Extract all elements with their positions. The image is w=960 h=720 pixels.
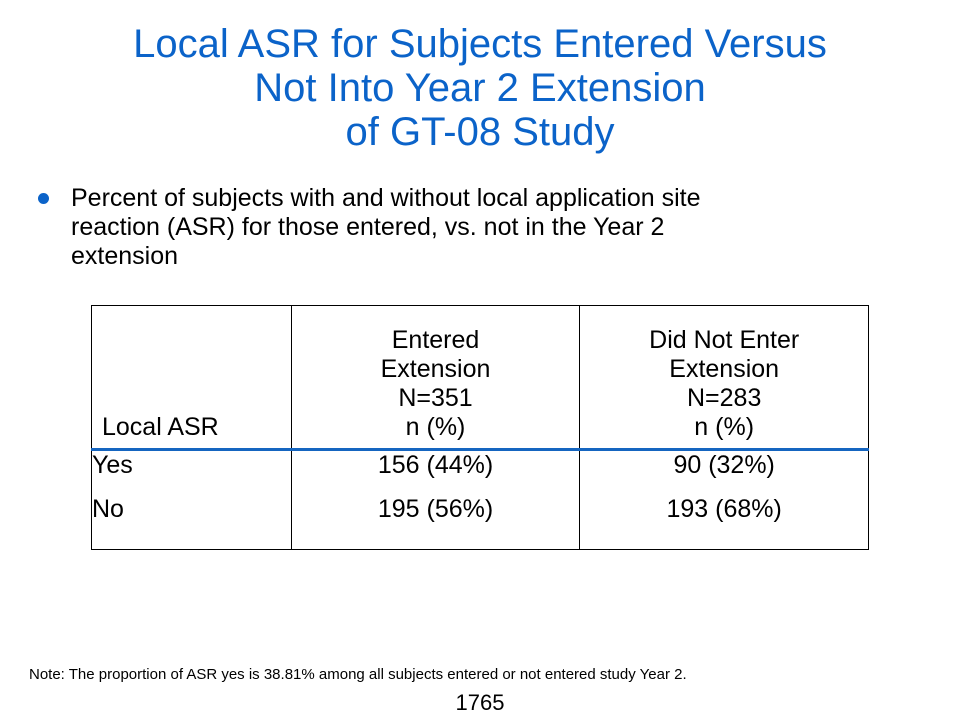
header-did-not-enter-extension: Did Not Enter Extension N=283 n (%) bbox=[579, 305, 869, 451]
table-header-row: Local ASR Entered Extension N=351 n (%) … bbox=[91, 305, 869, 451]
title-line: Not Into Year 2 Extension bbox=[254, 66, 706, 110]
header-line: N=283 bbox=[686, 384, 762, 412]
slide-title: Local ASR for Subjects Entered Versus No… bbox=[0, 22, 960, 154]
bullet-line: extension bbox=[71, 242, 179, 270]
header-line: N=351 bbox=[398, 384, 473, 412]
title-line: Local ASR for Subjects Entered Versus bbox=[133, 22, 827, 66]
asr-table: Local ASR Entered Extension N=351 n (%) … bbox=[91, 305, 869, 550]
footnote: Note: The proportion of ASR yes is 38.81… bbox=[29, 666, 687, 683]
bullet-line: reaction (ASR) for those entered, vs. no… bbox=[71, 213, 665, 241]
cell-entered-yes: 156 (44%) bbox=[290, 449, 581, 495]
cell-not-entered-no: 193 (68%) bbox=[579, 495, 869, 550]
title-line: of GT-08 Study bbox=[345, 110, 615, 154]
header-entered-extension: Entered Extension N=351 n (%) bbox=[290, 305, 581, 451]
row-label-yes: Yes bbox=[91, 449, 292, 495]
header-line: Extension bbox=[380, 355, 491, 383]
bullet-dot-icon bbox=[38, 193, 49, 204]
bullet-text: Percent of subjects with and without loc… bbox=[71, 184, 911, 271]
header-line: n (%) bbox=[694, 413, 755, 441]
header-line: Entered bbox=[391, 326, 480, 354]
table-row: No 195 (56%) 193 (68%) bbox=[91, 495, 869, 550]
row-label-no: No bbox=[91, 495, 292, 550]
header-line: Extension bbox=[669, 355, 780, 383]
header-line: n (%) bbox=[405, 413, 466, 441]
table-row: Yes 156 (44%) 90 (32%) bbox=[91, 449, 869, 495]
cell-entered-no: 195 (56%) bbox=[290, 495, 581, 550]
header-local-asr: Local ASR bbox=[91, 305, 292, 451]
bullet-line: Percent of subjects with and without loc… bbox=[71, 184, 701, 212]
header-line: Did Not Enter bbox=[649, 326, 800, 354]
cell-not-entered-yes: 90 (32%) bbox=[579, 449, 869, 495]
page-number: 1765 bbox=[455, 690, 505, 715]
